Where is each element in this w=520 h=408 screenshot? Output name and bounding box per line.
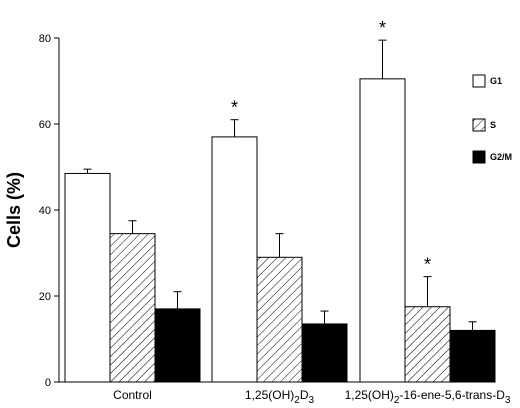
bar-g1 [211,136,258,383]
significance-marker: * [231,98,238,118]
y-tick-label: 0 [45,377,51,389]
legend-label: G2/M [490,152,512,162]
bar-s [404,306,451,383]
y-tick-label: 40 [39,205,51,217]
bar-s [256,256,303,383]
significance-marker: * [424,255,431,275]
y-tick-label: 60 [39,119,51,131]
y-tick-label: 80 [39,33,51,45]
bar-g1 [64,172,111,383]
y-tick-label: 20 [39,291,51,303]
bar-g2m [301,323,348,383]
legend-swatch [472,74,486,88]
significance-marker: * [379,18,386,38]
x-category-label: 1,25(OH)2D3 [245,388,315,406]
legend-label: S [490,120,496,130]
bar-g1 [359,78,406,383]
bar-s [109,233,156,383]
bar-g2m [154,308,201,383]
legend-swatch [472,150,486,164]
plot-area: 0 20 40 60 80 * * * Control 1,25(OH)2D3 1,25(OH)2-… [39,18,512,406]
x-category-label: Control [113,388,152,402]
legend-swatch [472,118,486,132]
legend-label: G1 [490,76,502,86]
x-category-label: 1,25(OH)2-16-ene-5,6-trans-D3 [345,388,511,406]
y-axis-label: Cells (%) [4,172,24,248]
bar-g2m [449,329,496,383]
